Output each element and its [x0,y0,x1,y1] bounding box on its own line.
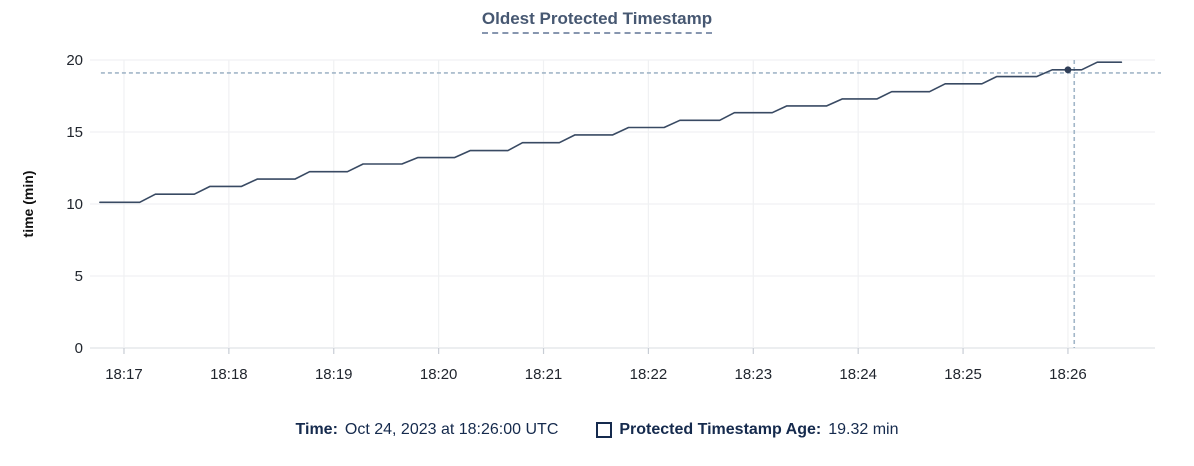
series-line [99,61,1123,204]
x-tick-label: 18:26 [1049,366,1087,383]
x-tick-label: 18:19 [315,366,353,383]
y-tick-label: 15 [66,124,83,141]
x-tick-label: 18:20 [420,366,458,383]
x-tick-label: 18:21 [525,366,563,383]
x-gridlines-group: 18:17 18:18 18:19 18:20 18:21 18:22 18:23 18:24… [105,60,1087,383]
chart-title[interactable]: Oldest Protected Timestamp [481,9,713,34]
legend-series-value: 19.32 min [828,421,899,438]
chart-title-row: Oldest Protected Timestamp [0,9,1194,34]
y-tick-label: 0 [75,340,83,357]
series-checkbox-icon[interactable] [596,422,613,438]
x-tick-label: 18:24 [839,366,877,383]
y-axis-title: time (min) [20,171,36,238]
legend-series-label: Protected Timestamp Age: [619,421,822,438]
y-tick-label: 5 [75,268,83,285]
x-tick-label: 18:25 [944,366,982,383]
x-tick-label: 18:23 [735,366,773,383]
x-tick-label: 18:22 [630,366,668,383]
x-tick-label: 18:17 [105,366,143,383]
y-tick-label: 10 [66,196,83,213]
legend-time-value: Oct 24, 2023 at 18:26:00 UTC [344,421,559,438]
y-tick-label: 20 [66,52,83,69]
y-gridlines-group: 0 5 10 15 20 [66,52,1155,357]
crosshair-point [1064,66,1072,74]
x-tick-label: 18:18 [210,366,248,383]
chart-hover-legend: Time: Oct 24, 2023 at 18:26:00 UTC Protec… [0,421,1194,439]
legend-time-label: Time: [295,421,338,438]
